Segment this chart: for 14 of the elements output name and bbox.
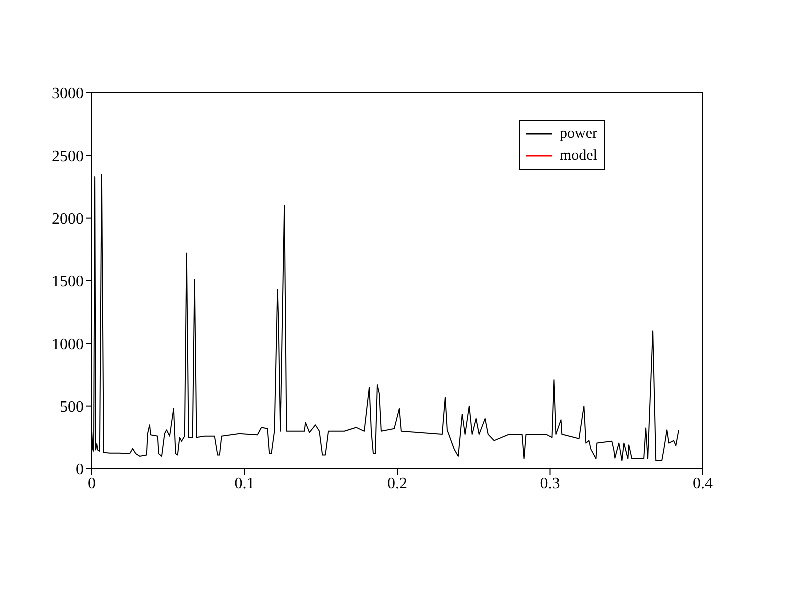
x-tick-label: 0.3 (540, 475, 560, 492)
y-tick-label: 1000 (52, 336, 84, 354)
y-tick-label: 2500 (52, 148, 84, 166)
y-tick-label: 1500 (52, 274, 84, 291)
y-tick-label: 500 (60, 399, 84, 416)
x-tick-label: 0.1 (234, 475, 255, 492)
x-tick-label: 0.2 (388, 475, 408, 492)
x-tick-label: 0.4 (693, 475, 713, 492)
y-tick-label: 2000 (52, 211, 84, 228)
y-tick-label: 0 (76, 462, 84, 479)
y-tick-label: 3000 (52, 86, 84, 103)
x-tick-label: 0 (88, 475, 96, 492)
legend-label: power (560, 125, 598, 144)
legend-label: model (560, 147, 598, 166)
